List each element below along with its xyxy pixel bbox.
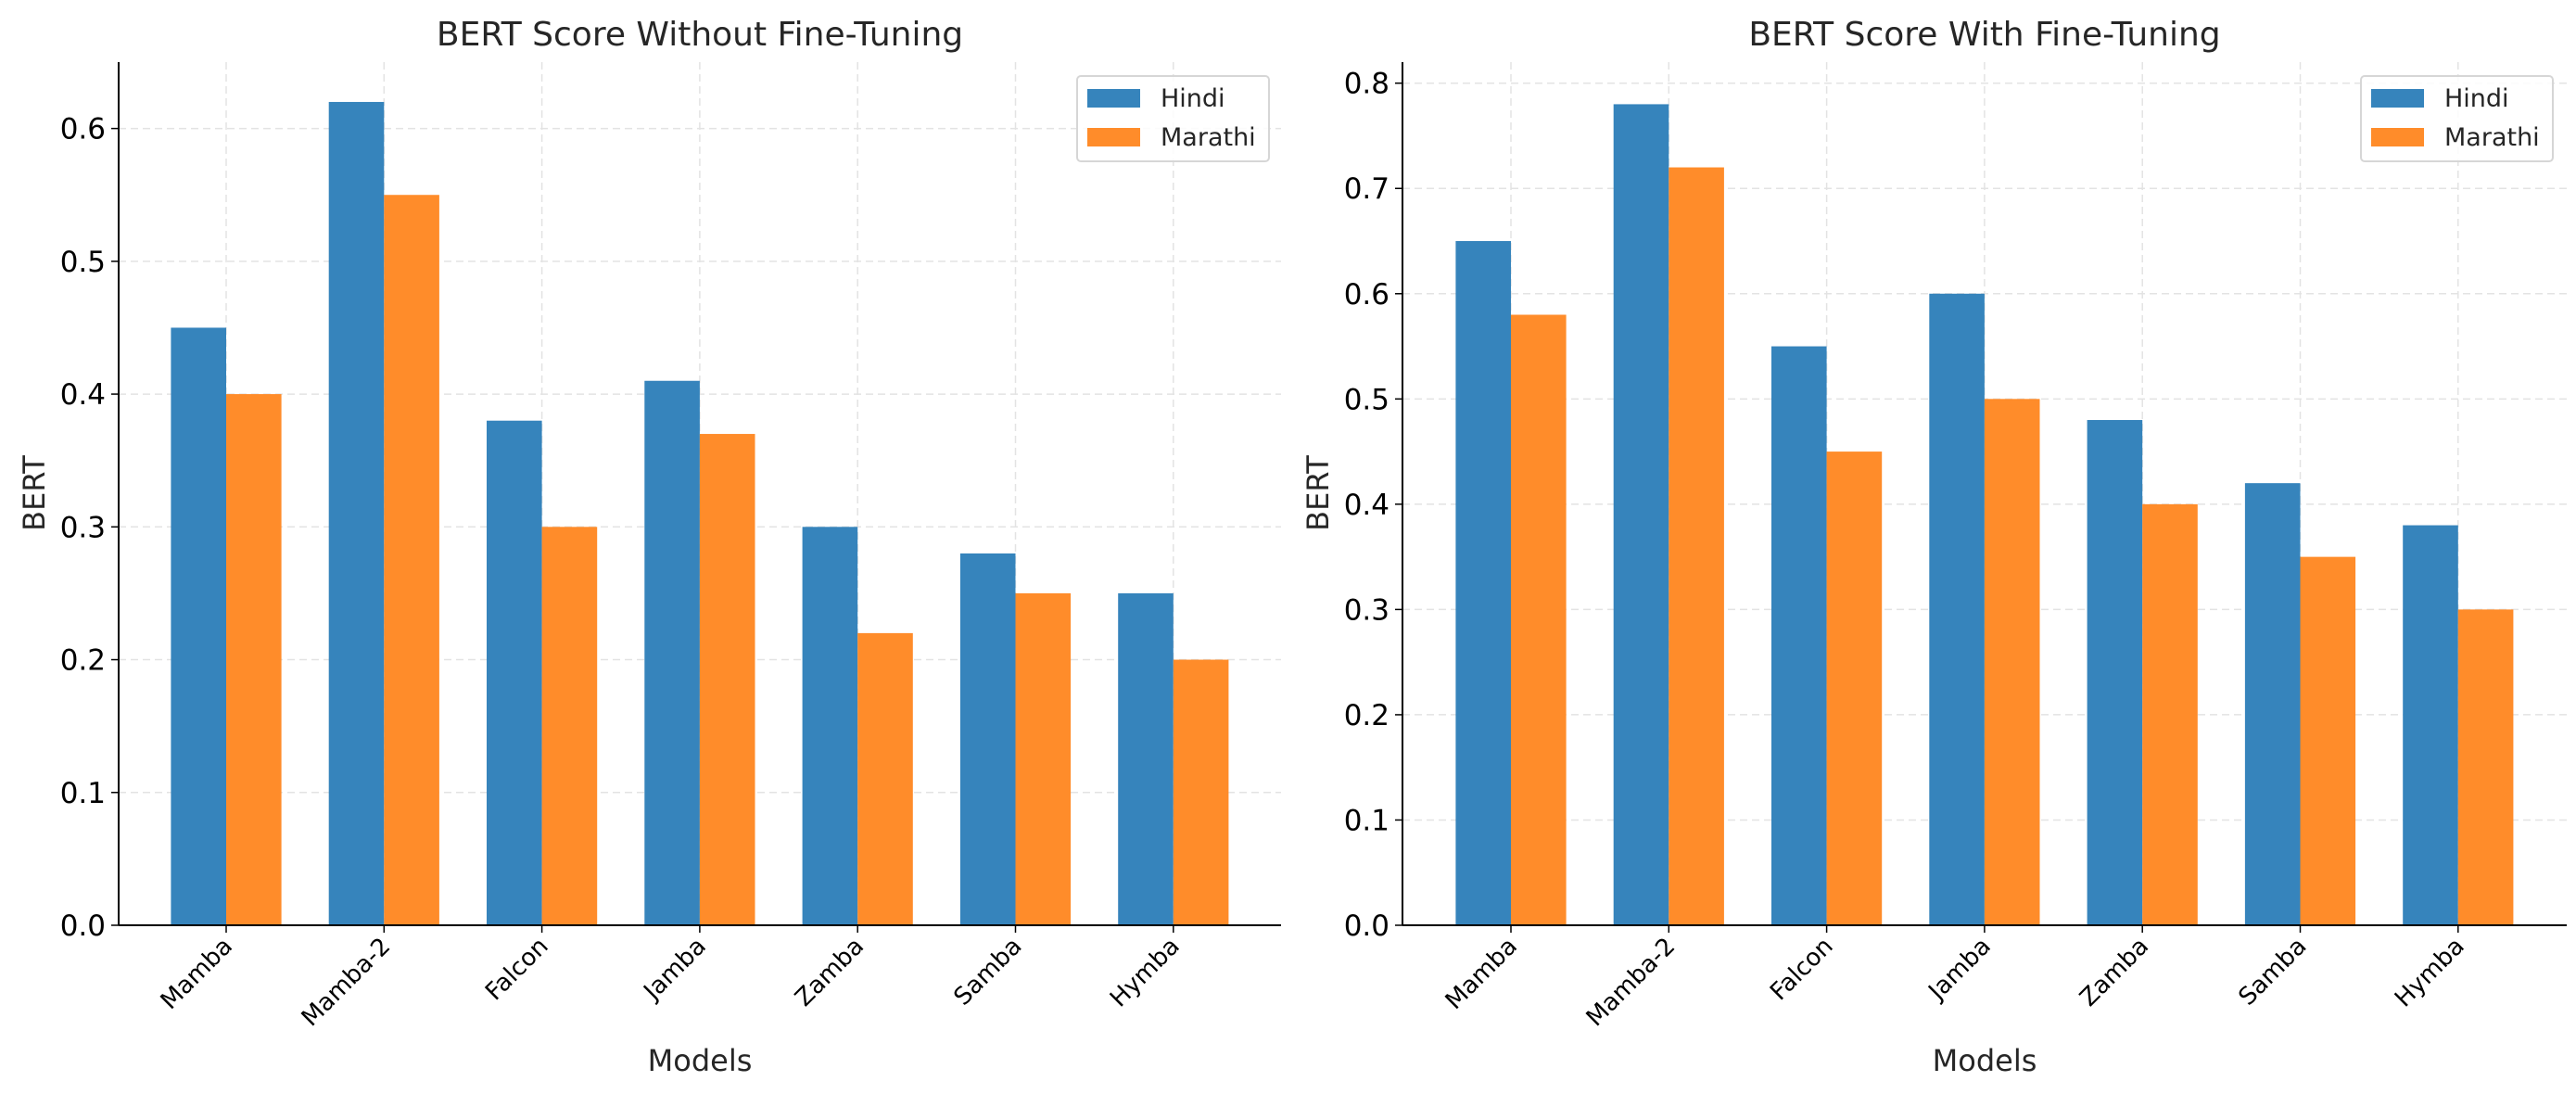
bar-hindi-zamba [2087,420,2143,925]
y-tick-label: 0.6 [60,113,106,146]
chart-title: BERT Score Without Fine-Tuning [437,16,963,54]
x-tick-label: Samba [948,933,1027,1011]
chart-without-fine-tuning: BERT Score Without Fine-Tuning Models BE… [17,16,1281,1078]
bar-marathi-samba [2300,556,2356,925]
x-tick-label: Falcon [1765,933,1838,1006]
x-axis-label: Models [648,1043,753,1078]
bar-marathi-mamba-2 [384,195,439,925]
bar-hindi-jamba [1929,293,1985,925]
y-tick-label: 0.3 [1344,593,1390,627]
legend-label-marathi: Marathi [1161,123,1256,152]
y-axis-label: BERT [17,455,52,531]
x-tick-label: Mamba [156,933,238,1015]
bar-marathi-zamba [2142,503,2198,925]
bar-marathi-mamba-2 [1669,167,1724,925]
y-tick-label: 0.4 [1344,489,1390,522]
x-tick-label: Hymba [2390,933,2470,1013]
x-tick-label: Mamba [1440,933,1523,1015]
bar-marathi-hymba [2457,609,2514,925]
y-tick-label: 0.1 [1344,804,1390,837]
x-tick-label: Samba [2233,933,2312,1011]
bar-marathi-samba [1015,592,1072,925]
y-tick-label: 0.5 [1344,383,1390,416]
bar-marathi-jamba [1984,399,2040,925]
x-tick-label: Jamba [1922,933,1997,1007]
y-tick-label: 0.0 [1344,910,1390,943]
x-tick-label: Jamba [638,933,712,1007]
y-tick-label: 0.3 [60,511,106,544]
bar-hindi-falcon [487,420,542,925]
y-tick-label: 0.4 [60,378,106,412]
y-tick-label: 0.2 [1344,699,1390,732]
bar-hindi-samba [959,553,1016,925]
bar-hindi-hymba [2403,525,2458,925]
bar-hindi-mamba [171,327,226,925]
y-tick-label: 0.5 [60,246,106,279]
bar-marathi-hymba [1173,659,1229,925]
chart-title: BERT Score With Fine-Tuning [1748,16,2220,54]
y-tick-label: 0.7 [1344,172,1390,206]
legend-swatch-marathi [2371,128,2424,146]
y-tick-label: 0.1 [60,777,106,810]
bar-marathi-falcon [541,527,598,925]
bar-hindi-falcon [1771,346,1827,925]
x-tick-label: Zamba [790,933,869,1012]
legend: Hindi Marathi [1076,75,1270,162]
bar-hindi-jamba [644,380,700,925]
bar-marathi-zamba [857,632,913,925]
x-tick-label: Hymba [1105,933,1186,1013]
x-tick-label: Falcon [480,933,553,1006]
y-tick-label: 0.2 [60,644,106,678]
legend-label-marathi: Marathi [2444,123,2540,152]
bar-marathi-mamba [1511,314,1567,925]
legend: Hindi Marathi [2360,75,2554,162]
y-tick-label: 0.0 [60,910,106,943]
bar-marathi-mamba [226,394,282,926]
bar-hindi-hymba [1118,592,1174,925]
x-tick-label: Zamba [2075,933,2154,1012]
bar-marathi-falcon [1826,452,1883,925]
y-tick-label: 0.8 [1344,68,1390,101]
bar-hindi-mamba-2 [328,101,385,925]
bar-hindi-samba [2244,483,2301,925]
bar-hindi-mamba [1455,241,1511,925]
chart-with-fine-tuning: BERT Score With Fine-Tuning Models BERT … [1301,16,2567,1078]
legend-swatch-hindi [1087,89,1140,108]
x-axis-label: Models [1933,1043,2037,1078]
legend-swatch-marathi [1087,128,1140,146]
x-tick-label: Mamba-2 [297,933,397,1033]
y-axis-label: BERT [1301,455,1336,531]
x-tick-label: Mamba-2 [1581,933,1681,1033]
bar-marathi-jamba [699,434,755,925]
legend-label-hindi: Hindi [2444,84,2509,113]
bar-hindi-mamba-2 [1613,104,1669,926]
legend-swatch-hindi [2371,89,2424,108]
bar-hindi-zamba [802,527,858,925]
y-tick-label: 0.6 [1344,278,1390,312]
legend-label-hindi: Hindi [1161,84,1225,113]
